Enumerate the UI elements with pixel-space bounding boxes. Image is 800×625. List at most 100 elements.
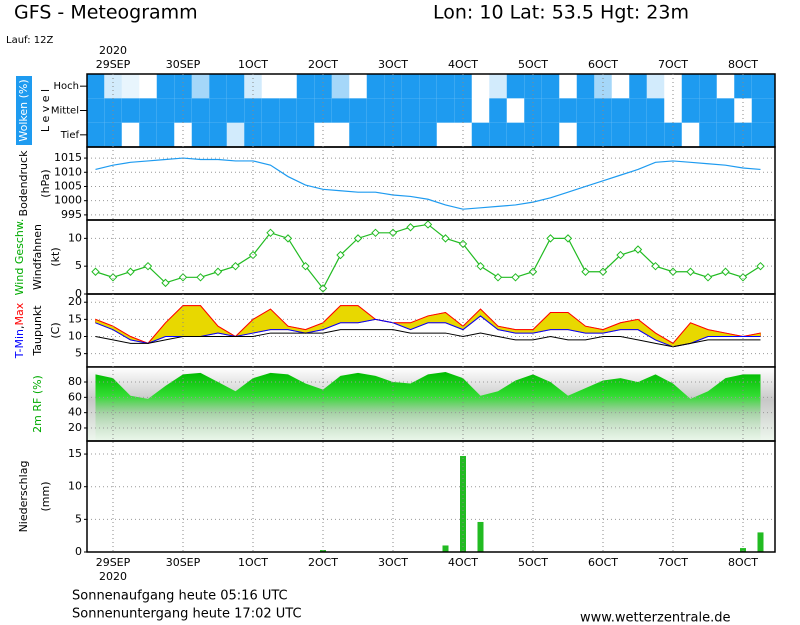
y-axis-label: L e v e l <box>39 89 52 132</box>
y-axis-label-part: (mm) <box>39 481 52 511</box>
cloud-cell <box>191 122 210 147</box>
cloud-cell <box>279 74 297 98</box>
bar <box>757 532 764 552</box>
y-tick-label: 15 <box>68 447 82 460</box>
y-tick-label: 5 <box>75 347 82 360</box>
cloud-cell <box>209 122 227 147</box>
cloud-cell <box>576 122 595 147</box>
y-axis-label: (hPa) <box>39 169 52 197</box>
y-axis-label-part: Wind Geschw. <box>13 219 26 296</box>
y-tick-label: 1010 <box>54 165 82 178</box>
cloud-cell <box>226 74 245 99</box>
y-tick-label: 20 <box>68 421 82 434</box>
cloud-cell <box>419 98 437 123</box>
cloud-cell <box>629 98 647 123</box>
x-tick-label-bottom: 30SEP <box>166 556 201 569</box>
line <box>95 157 761 210</box>
y-axis-label-part: 2m RF (%) <box>31 375 44 433</box>
cloud-cell <box>296 74 315 99</box>
cloud-cell <box>419 74 437 99</box>
marker <box>668 267 678 276</box>
x-tick-label-top: 6OCT <box>588 58 618 71</box>
cloud-cell <box>401 122 420 147</box>
y-axis-label: Wolken (%) <box>17 79 30 141</box>
cloud-cell <box>156 122 175 147</box>
x-tick-label-bottom: 4OCT <box>448 556 478 569</box>
x-tick-label-top: 29SEP <box>96 58 131 71</box>
y-tick-label: 0 <box>75 287 82 300</box>
y-axis-label-part: Wolken (%) <box>17 79 30 141</box>
cloud-cell <box>261 98 280 123</box>
cloud-cell <box>139 98 157 123</box>
marker <box>406 223 415 232</box>
bar <box>460 456 466 552</box>
cloud-cell <box>156 98 175 123</box>
y-axis-label-part: Taupunkt <box>31 305 44 357</box>
year-top: 2020 <box>99 44 127 57</box>
cloud-cell <box>646 98 665 123</box>
marker <box>143 261 153 271</box>
y-tick-label: 20 <box>68 295 82 308</box>
cloud-cell <box>472 98 490 122</box>
level-label: Tief <box>60 130 80 141</box>
marker <box>353 234 363 243</box>
marker <box>178 273 188 282</box>
y-axis-label-part: (C) <box>49 322 62 338</box>
marker <box>721 267 730 276</box>
y-tick-label: 1000 <box>54 194 82 207</box>
cloud-cell <box>401 98 420 123</box>
x-tick-label-top: 7OCT <box>658 58 688 71</box>
cloud-cell <box>296 98 315 123</box>
cloud-cell <box>716 98 735 123</box>
cloud-cell <box>507 98 525 122</box>
marker <box>161 278 170 288</box>
level-label: Hoch <box>54 81 79 92</box>
marker <box>651 261 660 271</box>
marker <box>231 261 240 271</box>
x-tick-label-bottom: 1OCT <box>238 556 268 569</box>
y-axis-label-part: T-Min <box>13 329 26 359</box>
panel-frame <box>86 219 776 295</box>
marker <box>318 284 328 293</box>
marker <box>196 273 205 282</box>
cloud-cell <box>349 98 367 123</box>
cloud-cell <box>629 122 647 147</box>
y-tick-label: 10 <box>68 231 82 244</box>
cloud-cell <box>191 74 210 99</box>
line <box>95 315 761 348</box>
x-tick-label-bottom: 5OCT <box>518 556 548 569</box>
cloud-cell <box>419 122 437 147</box>
y-tick-label: 1015 <box>54 151 82 164</box>
cloud-cell <box>576 98 595 123</box>
marker <box>686 267 695 276</box>
x-tick-label-bottom: 2OCT <box>308 556 338 569</box>
y-axis-label: Taupunkt <box>31 305 44 357</box>
cloud-cell <box>349 122 367 147</box>
cloud-cell <box>331 98 350 123</box>
cloud-cell <box>489 74 507 99</box>
y-axis-label: Bodendruck <box>17 150 30 217</box>
marker <box>563 234 573 243</box>
y-axis-label-part: (hPa) <box>39 169 52 197</box>
marker <box>283 234 293 243</box>
marker <box>633 245 643 254</box>
cloud-cell <box>121 74 140 99</box>
marker <box>598 267 608 276</box>
y-axis-label: T-Min,Max <box>13 302 26 359</box>
marker <box>108 273 118 282</box>
x-tick-label-top: 3OCT <box>378 58 408 71</box>
cloud-cell <box>612 74 630 98</box>
marker <box>528 267 538 276</box>
y-tick-label: 40 <box>68 406 82 419</box>
cloud-cell <box>576 74 595 99</box>
cloud-cell <box>366 74 385 99</box>
cloud-cell <box>366 98 385 123</box>
cloud-cell <box>209 74 227 99</box>
cloud-cell <box>559 74 577 98</box>
line <box>95 329 761 348</box>
cloud-cell <box>751 98 775 123</box>
marker <box>423 220 433 229</box>
cloud-cell <box>699 98 717 123</box>
title: GFS - Meteogramm <box>14 2 198 24</box>
marker <box>91 267 100 276</box>
